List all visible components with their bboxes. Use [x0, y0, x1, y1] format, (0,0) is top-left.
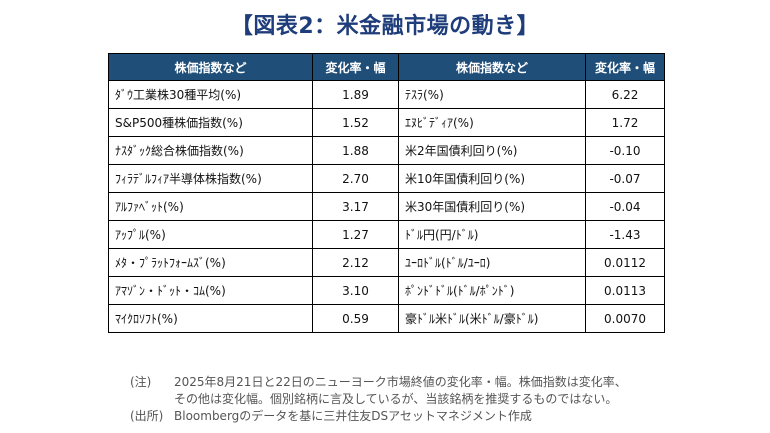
- left-name: ﾌｨﾗﾃﾞﾙﾌｨｱ半導体株指数(%): [108, 164, 313, 193]
- header-left-change: 変化率・幅: [312, 53, 399, 81]
- note-row: (注) 2025年8月21日と22日のニューヨーク市場終値の変化率・幅。株価指数…: [130, 374, 750, 391]
- source-line: Bloombergのデータを基に三井住友DSアセットマネジメント作成: [174, 409, 532, 423]
- right-value: -0.07: [585, 164, 665, 193]
- left-name: ﾅｽﾀﾞｯｸ総合株価指数(%): [108, 136, 313, 165]
- left-value: 1.52: [312, 108, 399, 137]
- left-value: 3.10: [312, 276, 399, 305]
- note-line-1: 2025年8月21日と22日のニューヨーク市場終値の変化率・幅。株価指数は変化率…: [174, 375, 627, 389]
- left-name: ｱｯﾌﾟﾙ(%): [108, 220, 313, 249]
- table-row: ｱﾙﾌｧﾍﾞｯﾄ(%) 3.17 米30年国債利回り(%) -0.04: [108, 192, 665, 221]
- page-title: 【図表2：米金融市場の動き】: [230, 14, 540, 39]
- source-row: (出所) Bloombergのデータを基に三井住友DSアセットマネジメント作成: [130, 408, 750, 425]
- table-row: ｱｯﾌﾟﾙ(%) 1.27 ﾄﾞﾙ円(円/ﾄﾞﾙ) -1.43: [108, 220, 665, 249]
- left-name: ｱﾏｿﾞﾝ・ﾄﾞｯﾄ・ｺﾑ(%): [108, 276, 313, 305]
- table-header-row: 株価指数など 変化率・幅 株価指数など 変化率・幅: [108, 53, 665, 81]
- right-value: 6.22: [585, 80, 665, 109]
- left-name: ｱﾙﾌｧﾍﾞｯﾄ(%): [108, 192, 313, 221]
- right-value: -0.04: [585, 192, 665, 221]
- right-name: 米10年国債利回り(%): [398, 164, 586, 193]
- right-value: 0.0070: [585, 304, 665, 333]
- left-value: 0.59: [312, 304, 399, 333]
- header-left-name: 株価指数など: [108, 53, 313, 81]
- right-value: -0.10: [585, 136, 665, 165]
- note-line-2: その他は変化幅。個別銘柄に言及しているが、当該銘柄を推奨するものではない。: [174, 392, 618, 406]
- right-name: 米30年国債利回り(%): [398, 192, 586, 221]
- table-row: ﾒﾀ・ﾌﾟﾗｯﾄﾌｫｰﾑｽﾞ(%) 2.12 ﾕｰﾛﾄﾞﾙ(ﾄﾞﾙ/ﾕｰﾛ) 0…: [108, 248, 665, 277]
- note-row-continued: その他は変化幅。個別銘柄に言及しているが、当該銘柄を推奨するものではない。: [130, 391, 750, 408]
- left-value: 1.88: [312, 136, 399, 165]
- right-name: ﾃｽﾗ(%): [398, 80, 586, 109]
- left-name: ﾒﾀ・ﾌﾟﾗｯﾄﾌｫｰﾑｽﾞ(%): [108, 248, 313, 277]
- right-name: 米2年国債利回り(%): [398, 136, 586, 165]
- left-value: 2.70: [312, 164, 399, 193]
- left-name: ﾏｲｸﾛｿﾌﾄ(%): [108, 304, 313, 333]
- left-name: S&P500種株価指数(%): [108, 108, 313, 137]
- note-tag: (注): [130, 375, 152, 389]
- table-row: ﾏｲｸﾛｿﾌﾄ(%) 0.59 豪ﾄﾞﾙ米ﾄﾞﾙ(米ﾄﾞﾙ/豪ﾄﾞﾙ) 0.00…: [108, 304, 665, 333]
- header-right-change: 変化率・幅: [585, 53, 665, 81]
- table-row: ｱﾏｿﾞﾝ・ﾄﾞｯﾄ・ｺﾑ(%) 3.10 ﾎﾟﾝﾄﾞﾄﾞﾙ(ﾄﾞﾙ/ﾎﾟﾝﾄﾞ…: [108, 276, 665, 305]
- left-value: 2.12: [312, 248, 399, 277]
- footnotes: (注) 2025年8月21日と22日のニューヨーク市場終値の変化率・幅。株価指数…: [130, 374, 750, 425]
- table-row: ﾅｽﾀﾞｯｸ総合株価指数(%) 1.88 米2年国債利回り(%) -0.10: [108, 136, 665, 165]
- right-value: -1.43: [585, 220, 665, 249]
- left-value: 1.27: [312, 220, 399, 249]
- table-row: ﾀﾞｳ工業株30種平均(%) 1.89 ﾃｽﾗ(%) 6.22: [108, 80, 665, 109]
- left-name: ﾀﾞｳ工業株30種平均(%): [108, 80, 313, 109]
- right-name: ｴﾇﾋﾞﾃﾞｨｱ(%): [398, 108, 586, 137]
- right-name: ﾕｰﾛﾄﾞﾙ(ﾄﾞﾙ/ﾕｰﾛ): [398, 248, 586, 277]
- right-value: 1.72: [585, 108, 665, 137]
- left-value: 1.89: [312, 80, 399, 109]
- header-right-name: 株価指数など: [398, 53, 586, 81]
- market-table: 株価指数など 変化率・幅 株価指数など 変化率・幅 ﾀﾞｳ工業株30種平均(%)…: [108, 53, 665, 333]
- left-value: 3.17: [312, 192, 399, 221]
- right-name: 豪ﾄﾞﾙ米ﾄﾞﾙ(米ﾄﾞﾙ/豪ﾄﾞﾙ): [398, 304, 586, 333]
- table-row: ﾌｨﾗﾃﾞﾙﾌｨｱ半導体株指数(%) 2.70 米10年国債利回り(%) -0.…: [108, 164, 665, 193]
- table-row: S&P500種株価指数(%) 1.52 ｴﾇﾋﾞﾃﾞｨｱ(%) 1.72: [108, 108, 665, 137]
- source-tag: (出所): [130, 409, 164, 423]
- right-name: ﾄﾞﾙ円(円/ﾄﾞﾙ): [398, 220, 586, 249]
- right-name: ﾎﾟﾝﾄﾞﾄﾞﾙ(ﾄﾞﾙ/ﾎﾟﾝﾄﾞ): [398, 276, 586, 305]
- right-value: 0.0113: [585, 276, 665, 305]
- right-value: 0.0112: [585, 248, 665, 277]
